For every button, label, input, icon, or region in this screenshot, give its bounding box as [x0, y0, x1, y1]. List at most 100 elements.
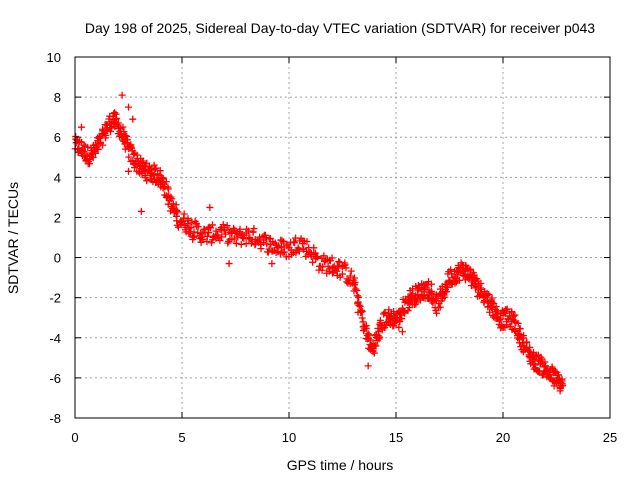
data-point	[158, 173, 166, 181]
x-tick-label: 20	[496, 430, 510, 445]
data-point	[364, 362, 372, 370]
data-point	[421, 285, 429, 293]
data-point	[179, 217, 187, 225]
data-point	[129, 115, 137, 123]
axis-ticks: 0 5 10 15 20 25 -8 -6 -4 -2 0 2 4 6 8 10	[47, 50, 618, 445]
data-point	[145, 162, 153, 170]
data-point	[246, 234, 254, 242]
x-tick-label: 5	[178, 430, 185, 445]
data-point	[355, 293, 363, 301]
data-point	[113, 120, 121, 128]
data-point	[519, 334, 527, 342]
data-point	[432, 309, 440, 317]
data-point	[483, 289, 491, 297]
data-point	[173, 206, 181, 214]
x-tick-label: 15	[389, 430, 403, 445]
data-point	[352, 285, 360, 293]
data-point	[366, 336, 374, 344]
data-point	[250, 225, 258, 233]
data-point	[187, 223, 195, 231]
data-point	[203, 232, 211, 240]
data-point	[444, 283, 452, 291]
data-point	[118, 91, 126, 99]
y-axis-label: SDTVAR / TECUs	[5, 182, 21, 294]
data-point	[303, 238, 311, 246]
y-tick-label: -4	[49, 331, 61, 346]
data-point	[370, 349, 378, 357]
data-point	[413, 298, 421, 306]
data-point	[549, 377, 557, 385]
data-point	[303, 247, 311, 255]
data-point	[280, 248, 288, 256]
data-point	[277, 244, 285, 252]
data-point	[335, 258, 343, 266]
data-point	[362, 325, 370, 333]
y-tick-label: -8	[49, 411, 61, 426]
data-point	[231, 226, 239, 234]
data-point	[502, 306, 510, 314]
data-point	[223, 222, 231, 230]
data-point	[120, 128, 128, 136]
data-point	[347, 267, 355, 275]
data-point	[94, 145, 102, 153]
data-point	[497, 315, 505, 323]
data-point	[477, 286, 485, 294]
data-point	[428, 289, 436, 297]
data-point	[236, 228, 244, 236]
data-point	[501, 310, 509, 318]
x-tick-label: 25	[603, 430, 617, 445]
data-point	[147, 166, 155, 174]
data-point	[351, 278, 359, 286]
data-point	[194, 223, 202, 231]
data-point	[371, 341, 379, 349]
data-point	[338, 270, 346, 278]
data-point	[380, 310, 388, 318]
data-point	[291, 239, 299, 247]
y-tick-label: -2	[49, 291, 61, 306]
data-point	[294, 244, 302, 252]
data-point	[84, 143, 92, 151]
y-tick-label: 0	[54, 251, 61, 266]
data-point	[225, 260, 233, 268]
data-point	[188, 218, 196, 226]
data-point	[278, 237, 286, 245]
data-point	[264, 248, 272, 256]
data-point	[167, 193, 175, 201]
data-points	[71, 91, 567, 395]
data-point	[177, 218, 185, 226]
data-point	[514, 319, 522, 327]
data-point	[249, 228, 257, 236]
data-point	[77, 123, 85, 131]
data-point	[111, 109, 119, 117]
data-point	[309, 258, 317, 266]
data-point	[376, 316, 384, 324]
data-point	[230, 224, 238, 232]
data-point	[222, 230, 230, 238]
data-point	[212, 227, 220, 235]
data-point	[112, 114, 120, 122]
data-point	[346, 272, 354, 280]
x-axis-label: GPS time / hours	[287, 457, 394, 473]
data-point	[107, 124, 115, 132]
data-point	[452, 278, 460, 286]
data-point	[91, 149, 99, 157]
data-point	[141, 174, 149, 182]
data-point	[341, 261, 349, 269]
data-point	[314, 253, 322, 261]
data-point	[130, 150, 138, 158]
data-point	[436, 303, 444, 311]
data-point	[232, 239, 240, 247]
data-point	[208, 221, 216, 229]
data-point	[143, 177, 151, 185]
data-point	[137, 207, 145, 215]
y-tick-label: -6	[49, 371, 61, 386]
data-point	[355, 301, 363, 309]
data-point	[125, 103, 132, 111]
x-tick-label: 0	[71, 430, 78, 445]
data-point	[455, 276, 463, 284]
data-point	[85, 155, 93, 163]
data-point	[372, 342, 380, 350]
data-point	[514, 329, 522, 337]
data-point	[310, 244, 318, 252]
